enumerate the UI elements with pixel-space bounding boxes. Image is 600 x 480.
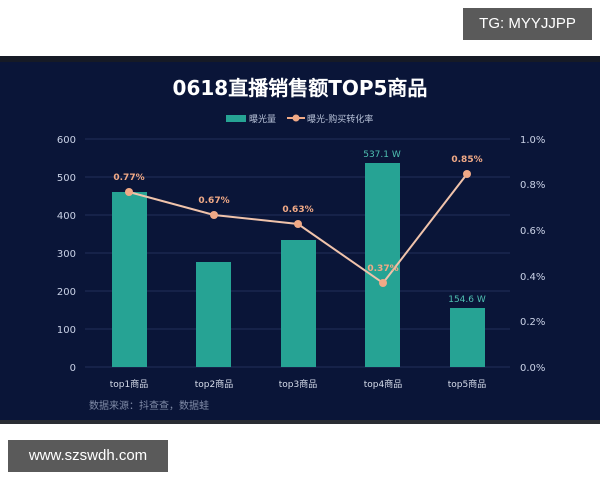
- svg-text:0.2%: 0.2%: [520, 317, 545, 328]
- svg-text:200: 200: [57, 287, 76, 298]
- svg-text:top4商品: top4商品: [364, 378, 402, 390]
- svg-text:top1商品: top1商品: [110, 378, 148, 390]
- bar-top5: [450, 308, 485, 367]
- watermark-tg: TG: MYYJJPP: [463, 8, 592, 40]
- bar-top4: [365, 163, 400, 367]
- line-markers: [125, 170, 471, 287]
- panel-top-border: [0, 56, 600, 62]
- svg-text:600: 600: [57, 135, 76, 146]
- chart-title: 0618直播销售额TOP5商品: [173, 76, 428, 100]
- svg-text:0.6%: 0.6%: [520, 226, 545, 237]
- svg-text:0.63%: 0.63%: [282, 205, 313, 215]
- svg-text:100: 100: [57, 325, 76, 336]
- watermark-site: www.szswdh.com: [8, 440, 168, 472]
- svg-text:0.37%: 0.37%: [367, 264, 398, 274]
- bar-top3: [281, 240, 316, 367]
- svg-text:0.85%: 0.85%: [451, 155, 482, 165]
- y-axis-right: 0.0% 0.2% 0.4% 0.6% 0.8% 1.0%: [520, 135, 545, 374]
- bar-label-top5: 154.6 W: [448, 295, 486, 305]
- svg-text:0.67%: 0.67%: [198, 196, 229, 206]
- legend-bar-label: 曝光量: [249, 113, 276, 125]
- data-source-note: 数据来源：抖查查，数据蛙: [89, 399, 209, 412]
- svg-text:0: 0: [70, 363, 76, 374]
- bar-top1: [112, 192, 147, 367]
- svg-text:top2商品: top2商品: [195, 378, 233, 390]
- line-labels: 0.77% 0.67% 0.63% 0.37% 0.85%: [113, 155, 482, 274]
- svg-text:1.0%: 1.0%: [520, 135, 545, 146]
- bars: [112, 163, 485, 367]
- legend-bar-swatch: [226, 115, 246, 122]
- svg-text:top5商品: top5商品: [448, 378, 486, 390]
- svg-text:0.0%: 0.0%: [520, 363, 545, 374]
- svg-text:300: 300: [57, 249, 76, 260]
- svg-text:0.77%: 0.77%: [113, 173, 144, 183]
- y-axis-left: 0 100 200 300 400 500 600: [57, 135, 76, 374]
- legend: 曝光量 曝光-购买转化率: [226, 113, 373, 125]
- bar-label-top4: 537.1 W: [363, 150, 401, 160]
- svg-text:0.8%: 0.8%: [520, 180, 545, 191]
- svg-text:400: 400: [57, 211, 76, 222]
- legend-line-marker: [292, 114, 300, 122]
- legend-line-label: 曝光-购买转化率: [307, 113, 373, 125]
- panel-bottom-border: [0, 420, 600, 424]
- bar-top2: [196, 262, 231, 367]
- svg-text:0.4%: 0.4%: [520, 272, 545, 283]
- svg-text:500: 500: [57, 173, 76, 184]
- x-axis: top1商品 top2商品 top3商品 top4商品 top5商品: [110, 378, 486, 390]
- svg-text:top3商品: top3商品: [279, 378, 317, 390]
